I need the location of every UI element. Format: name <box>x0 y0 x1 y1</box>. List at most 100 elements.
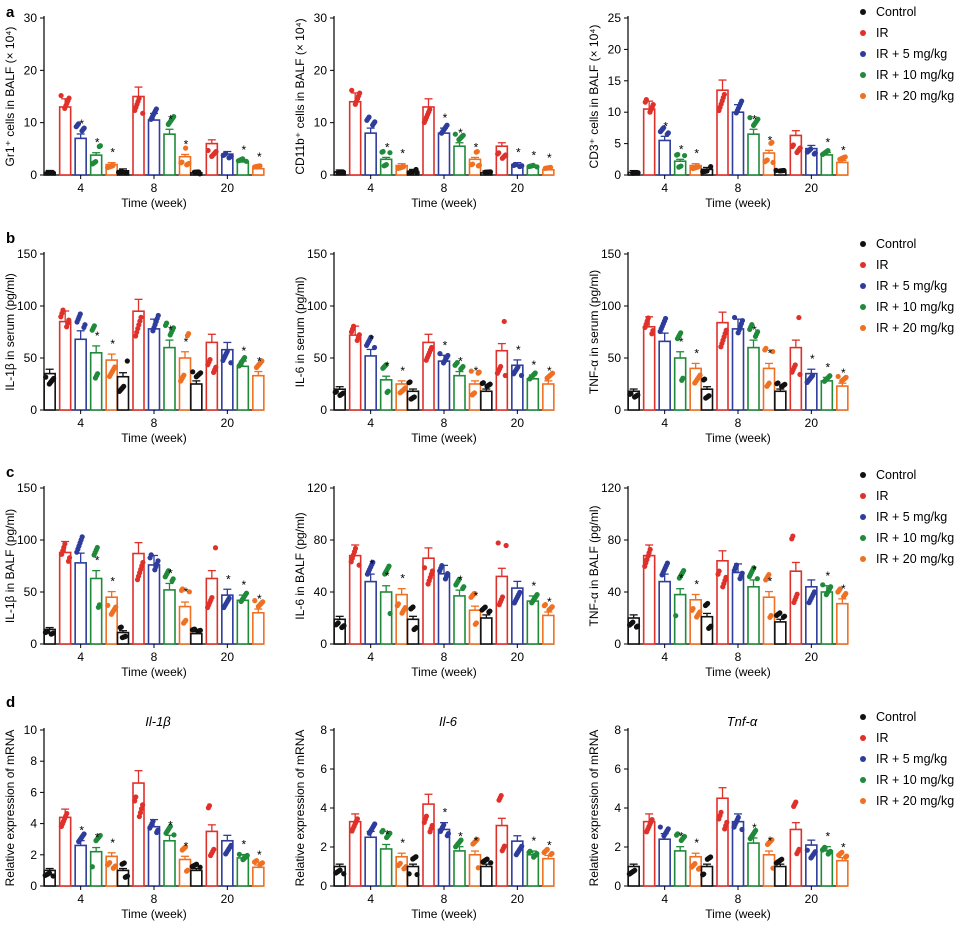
x-tick-label: 20 <box>221 650 235 664</box>
data-point <box>163 320 170 326</box>
bar-ir-20-mg-kg <box>468 853 482 887</box>
data-point <box>50 169 56 176</box>
data-point <box>429 822 435 829</box>
x-tick-label: 4 <box>367 892 374 906</box>
bar-ir <box>205 341 219 411</box>
data-point <box>370 559 376 565</box>
data-point <box>471 390 478 396</box>
significance-star: * <box>679 335 684 349</box>
legend-marker <box>860 493 866 499</box>
y-axis-label: IL-1β in BALF (pg/ml) <box>3 509 17 623</box>
data-point <box>193 861 200 867</box>
data-point <box>650 102 656 108</box>
y-tick-label: 0 <box>614 403 621 417</box>
significance-star: * <box>110 146 115 160</box>
x-tick-label: 20 <box>805 892 819 906</box>
data-point <box>137 810 144 816</box>
significance-star: * <box>516 343 521 357</box>
data-point <box>121 383 127 389</box>
significance-star: * <box>400 572 405 586</box>
significance-star: * <box>400 147 405 161</box>
data-point <box>723 327 729 333</box>
data-point <box>794 591 800 597</box>
data-point <box>46 870 53 876</box>
data-point <box>681 833 688 840</box>
data-point <box>498 792 504 799</box>
data-point <box>496 150 502 156</box>
bar-ir-5-mg-kg <box>658 580 671 645</box>
bar-ir-20-mg-kg <box>178 357 192 411</box>
x-tick-label: 8 <box>151 892 158 906</box>
bar-ir-10-mg-kg <box>236 599 250 645</box>
data-point <box>140 559 146 566</box>
data-point <box>476 162 483 168</box>
bar-ir-5-mg-kg <box>147 119 161 176</box>
data-point <box>768 612 774 619</box>
significance-star: * <box>95 329 100 343</box>
x-tick-label: 4 <box>77 650 84 664</box>
data-point <box>502 152 509 158</box>
data-point <box>706 393 712 399</box>
y-axis-label: CD3⁺ cells in BALF (× 10⁴) <box>587 25 601 169</box>
data-point <box>206 803 213 809</box>
data-point <box>731 314 738 321</box>
data-point <box>209 594 215 601</box>
data-point <box>356 562 362 568</box>
data-point <box>410 604 416 610</box>
bar-ir-5-mg-kg <box>74 338 87 411</box>
data-point <box>649 816 655 823</box>
significance-star: * <box>841 144 846 158</box>
significance-star: * <box>458 355 463 369</box>
significance-star: * <box>547 595 552 609</box>
legend-a: Control IR IR + 5 mg/kg IR + 10 mg/kg IR + 2… <box>860 5 954 103</box>
legend-label: Control <box>876 468 916 482</box>
data-point <box>458 837 464 843</box>
chart-title: Il-6 <box>439 714 458 729</box>
data-point <box>93 159 99 165</box>
x-tick-label: 8 <box>151 416 158 430</box>
data-point <box>259 358 265 364</box>
data-point <box>844 853 850 859</box>
data-point <box>96 602 103 608</box>
x-tick-label: 4 <box>661 416 668 430</box>
bar-ir-20-mg-kg <box>468 609 482 645</box>
data-point <box>427 106 433 113</box>
bar-control <box>480 390 493 411</box>
data-point <box>94 371 101 377</box>
data-point <box>171 832 177 838</box>
data-point <box>781 167 787 174</box>
bar-ir <box>789 134 803 176</box>
data-point <box>534 592 540 598</box>
data-point <box>692 861 698 867</box>
data-point <box>385 388 391 394</box>
y-tick-label: 0 <box>320 403 327 417</box>
significance-star: * <box>184 335 189 349</box>
x-tick-label: 20 <box>511 650 525 664</box>
bar-ir-5-mg-kg <box>731 571 745 645</box>
significance-star: * <box>841 841 846 855</box>
x-tick-label: 4 <box>367 181 374 195</box>
data-point <box>820 582 826 588</box>
x-tick-label: 4 <box>367 650 374 664</box>
data-point <box>207 356 213 363</box>
x-axis-label: Time (week) <box>121 665 187 679</box>
data-point <box>155 558 161 564</box>
data-point <box>739 98 745 104</box>
data-point <box>735 814 741 820</box>
data-point <box>44 628 51 634</box>
data-point <box>517 589 523 595</box>
bar-ir-20-mg-kg <box>252 374 265 411</box>
data-point <box>515 364 521 370</box>
data-point <box>351 323 357 329</box>
x-axis-label: Time (week) <box>705 907 771 921</box>
data-point <box>50 873 56 879</box>
data-point <box>413 625 419 631</box>
data-point <box>383 362 389 368</box>
y-tick-label: 20 <box>608 42 622 56</box>
data-point <box>499 594 506 600</box>
data-point <box>502 372 508 379</box>
data-point <box>337 867 343 873</box>
bar-ir-10-mg-kg <box>453 374 466 411</box>
